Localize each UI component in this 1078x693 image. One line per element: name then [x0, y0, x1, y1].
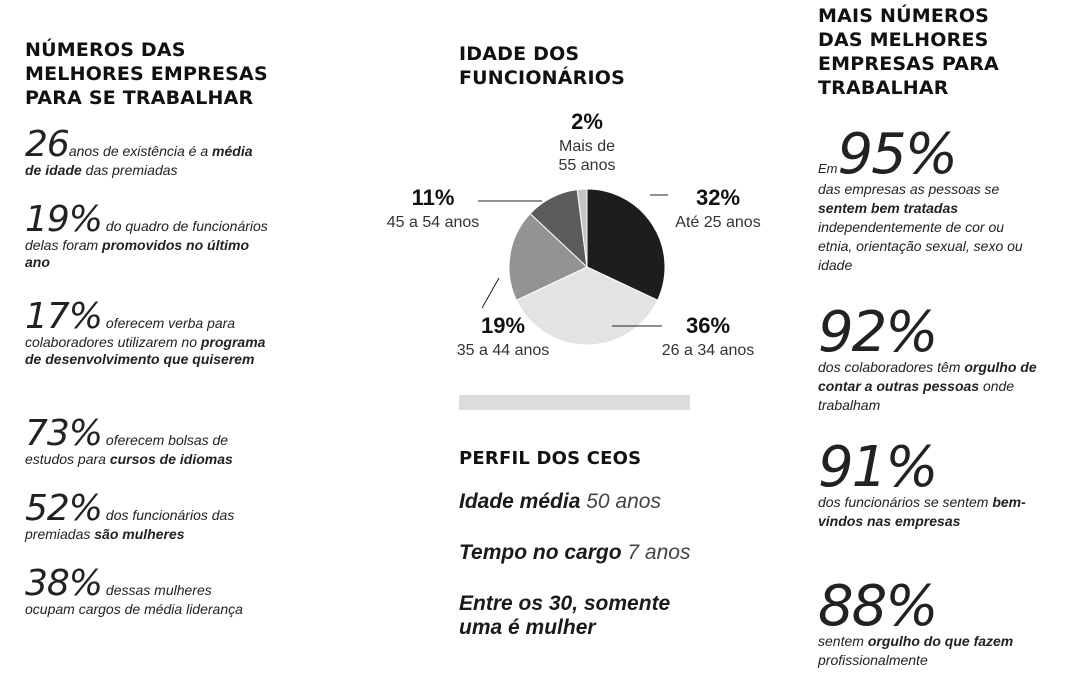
left-stat: 19% do quadro de funcionários delas fora… — [25, 202, 270, 271]
pie-slice — [508, 212, 588, 301]
divider-bar — [459, 395, 690, 410]
right-title: MAIS NÚMEROS DAS MELHORES EMPRESAS PARA … — [818, 4, 1048, 100]
pie-value-label: 19% — [481, 313, 525, 338]
left-stat: 73% oferecem bolsas de estudos para curs… — [25, 416, 270, 468]
pie-category-label: 26 a 34 anos — [662, 342, 755, 359]
left-title: NÚMEROS DAS MELHORES EMPRESAS PARA SE TR… — [25, 38, 285, 110]
stat-number: 91% — [818, 435, 938, 500]
ceo-line-value: 50 anos — [580, 490, 661, 513]
ceo-line-bold: Idade média — [459, 490, 581, 513]
right-title-line: MAIS NÚMEROS — [818, 5, 990, 27]
ceo-line-value: 7 anos — [621, 541, 691, 564]
pie-category-label: 55 anos — [559, 157, 616, 174]
stat-text: oferecem verba para colaboradores utiliz… — [25, 315, 236, 350]
pie-category-label: 45 a 54 anos — [387, 214, 480, 231]
stat-text: onde trabalham — [818, 378, 1015, 413]
stat-bold: sentem bem tratadas — [818, 200, 959, 216]
stat-bold: orgulho de contar a outras pessoas — [818, 359, 1037, 394]
stat-number: 95% — [837, 122, 958, 187]
stat-bold: cursos de idiomas — [109, 451, 233, 467]
stat-number: 26 — [25, 124, 70, 165]
stat-text: dos funcionários das premiadas — [25, 507, 235, 542]
stat-text: independentemente de cor ou etnia, orien… — [818, 219, 1023, 273]
right-title-line: TRABALHAR — [818, 77, 949, 99]
middle-title: IDADE DOS FUNCIONÁRIOS — [459, 42, 699, 90]
stat-bold: programa de desenvolvimento que quiserem — [25, 334, 266, 367]
pie-value-label: 32% — [696, 185, 740, 210]
stat-text: profissionalmente — [818, 652, 928, 668]
stat-text: sentem — [818, 633, 868, 649]
ceo-line: Tempo no cargo 7 anos — [459, 541, 719, 565]
stat-number: 92% — [818, 300, 938, 365]
stat-text: dessas mulheres ocupam cargos de média l… — [25, 582, 243, 617]
right-stat: 92% dos colaboradores têm orgulho de con… — [818, 300, 1038, 415]
pie-value-label: 2% — [571, 109, 603, 134]
right-stat: 91% dos funcionários se sentem bem-vindo… — [818, 435, 1038, 531]
middle-title-line: FUNCIONÁRIOS — [459, 67, 626, 89]
stat-bold: bem-vindos nas empresas — [818, 494, 1026, 529]
middle-title-line: IDADE DOS — [459, 43, 580, 65]
stat-bold: orgulho do que fazem — [867, 633, 1014, 649]
stat-prefix: Em — [818, 161, 838, 176]
pie-value-label: 11% — [412, 185, 455, 210]
left-title-line: PARA SE TRABALHAR — [25, 87, 254, 109]
stat-number: 73% — [25, 413, 103, 454]
right-title-line: DAS MELHORES — [818, 29, 989, 51]
pie-category-label: Até 25 anos — [675, 214, 760, 231]
pie-category-label: 35 a 44 anos — [457, 342, 550, 359]
ceo-line-bold: Tempo no cargo — [459, 541, 622, 564]
stat-text: dos colaboradores têm — [818, 359, 965, 375]
ceo-line-bold: Entre os 30, somente uma é mulher — [459, 592, 671, 639]
pie-leader-line — [481, 277, 500, 309]
left-stat: 52% dos funcionários das premiadas são m… — [25, 491, 270, 543]
stat-text: anos de existência é a — [68, 143, 213, 159]
pie-slice — [576, 188, 588, 268]
stat-number: 88% — [818, 574, 938, 639]
ceo-line: Entre os 30, somente uma é mulher — [459, 592, 709, 640]
stat-number: 52% — [25, 488, 103, 529]
stat-text: das premiadas — [81, 162, 178, 178]
stat-bold: promovidos no último ano — [25, 237, 250, 270]
ceo-title: PERFIL DOS CEOS — [459, 448, 642, 469]
stat-text: do quadro de funcionários delas foram — [25, 218, 268, 253]
left-stat: 17% oferecem verba para colaboradores ut… — [25, 299, 270, 368]
pie-slice — [586, 188, 666, 301]
stat-number: 17% — [25, 296, 103, 337]
age-pie-chart: 32% Até 25 anos 36% 26 a 34 anos 19% 35 a 44 … — [387, 109, 761, 359]
stat-text: oferecem bolsas de estudos para — [25, 432, 229, 467]
left-stat: 38% dessas mulheres ocupam cargos de méd… — [25, 566, 260, 618]
stat-number: 38% — [25, 563, 103, 604]
stat-text: das empresas as pessoas se — [818, 181, 1000, 197]
left-title-line: NÚMEROS DAS — [25, 39, 186, 61]
stat-text: dos funcionários se sentem — [818, 494, 993, 510]
pie-value-label: 36% — [686, 313, 730, 338]
stat-bold: são mulheres — [94, 526, 185, 542]
right-title-line: EMPRESAS PARA — [818, 53, 999, 75]
left-title-line: MELHORES EMPRESAS — [25, 63, 268, 85]
left-stat: 26anos de existência é a média de idade … — [25, 127, 270, 179]
right-stat: Em95% das empresas as pessoas se sentem … — [818, 127, 1038, 275]
right-stat: 88% sentem orgulho do que fazem profissi… — [818, 574, 1038, 670]
stat-bold: média de idade — [25, 143, 253, 178]
pie-category-label: Mais de — [559, 138, 615, 155]
ceo-line: Idade média 50 anos — [459, 490, 719, 514]
stat-number: 19% — [25, 199, 103, 240]
